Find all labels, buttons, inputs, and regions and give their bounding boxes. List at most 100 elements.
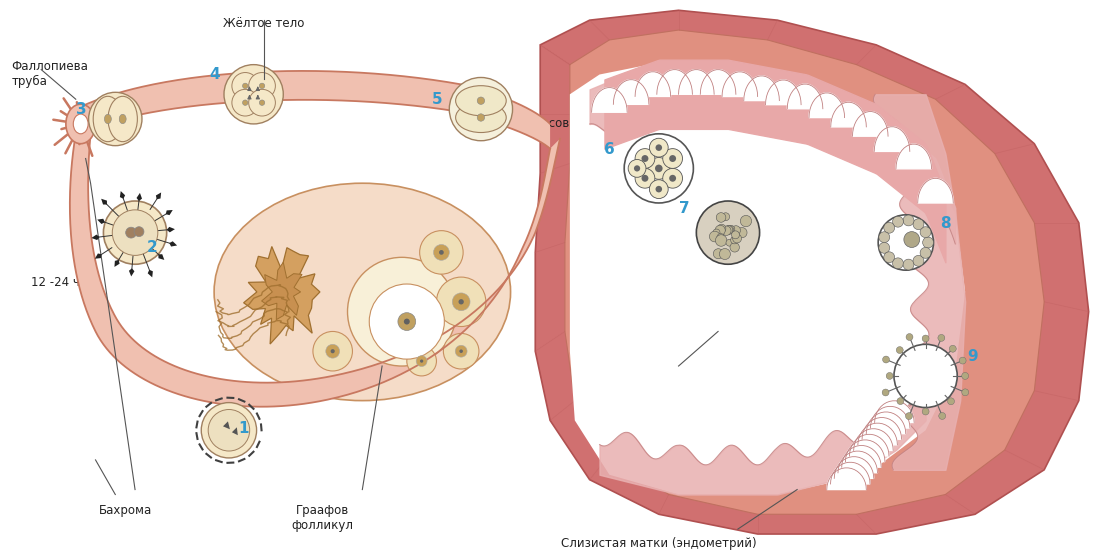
Circle shape xyxy=(716,234,724,241)
Text: Слизистая матки (эндометрий): Слизистая матки (эндометрий) xyxy=(561,537,757,550)
Circle shape xyxy=(420,230,463,274)
Circle shape xyxy=(920,248,931,258)
Polygon shape xyxy=(591,88,627,112)
Text: Бахрома: Бахрома xyxy=(98,504,152,517)
Text: 4,5 - 5 дней: 4,5 - 5 дней xyxy=(847,203,915,213)
Text: 7: 7 xyxy=(679,201,690,216)
Ellipse shape xyxy=(455,86,507,116)
Circle shape xyxy=(655,186,662,192)
Circle shape xyxy=(906,334,913,341)
Polygon shape xyxy=(243,247,320,344)
Circle shape xyxy=(635,148,655,168)
Circle shape xyxy=(922,408,929,415)
Circle shape xyxy=(634,165,641,172)
Polygon shape xyxy=(766,80,801,105)
Circle shape xyxy=(894,344,958,408)
Circle shape xyxy=(724,225,733,234)
Polygon shape xyxy=(536,11,1089,534)
Polygon shape xyxy=(156,192,161,199)
Polygon shape xyxy=(830,102,866,127)
Circle shape xyxy=(224,65,283,124)
Polygon shape xyxy=(809,93,845,117)
Circle shape xyxy=(407,346,436,376)
Polygon shape xyxy=(827,468,866,490)
Circle shape xyxy=(878,232,889,243)
Circle shape xyxy=(737,228,747,238)
Text: 4: 4 xyxy=(209,68,220,83)
Circle shape xyxy=(655,165,663,172)
Ellipse shape xyxy=(455,102,507,132)
Text: Мышца матки
(миометрий): Мышца матки (миометрий) xyxy=(579,362,667,390)
Circle shape xyxy=(720,249,730,259)
Polygon shape xyxy=(846,440,885,461)
Circle shape xyxy=(904,232,920,248)
Circle shape xyxy=(655,145,662,151)
Polygon shape xyxy=(853,111,888,136)
Circle shape xyxy=(937,335,945,341)
Polygon shape xyxy=(565,30,1045,514)
Circle shape xyxy=(923,237,933,248)
Circle shape xyxy=(452,293,470,311)
Ellipse shape xyxy=(105,114,112,124)
Text: 9: 9 xyxy=(968,349,978,364)
Circle shape xyxy=(950,345,956,352)
Circle shape xyxy=(878,243,889,253)
Circle shape xyxy=(718,224,725,233)
Circle shape xyxy=(882,389,889,396)
Circle shape xyxy=(201,403,257,458)
Polygon shape xyxy=(657,70,692,94)
Circle shape xyxy=(731,231,740,239)
Circle shape xyxy=(727,239,733,246)
Circle shape xyxy=(903,259,914,270)
Circle shape xyxy=(209,409,250,451)
Circle shape xyxy=(670,155,676,162)
Polygon shape xyxy=(679,70,714,94)
Circle shape xyxy=(663,148,683,168)
Circle shape xyxy=(650,138,668,157)
Circle shape xyxy=(905,413,913,419)
Polygon shape xyxy=(858,423,897,445)
Polygon shape xyxy=(261,262,302,320)
Polygon shape xyxy=(787,84,822,109)
Circle shape xyxy=(903,215,914,226)
Polygon shape xyxy=(92,234,99,240)
Polygon shape xyxy=(854,429,893,450)
Circle shape xyxy=(450,78,512,141)
Ellipse shape xyxy=(94,96,123,142)
Polygon shape xyxy=(838,451,877,473)
Polygon shape xyxy=(147,270,153,278)
Circle shape xyxy=(722,226,731,235)
Circle shape xyxy=(920,227,931,238)
Circle shape xyxy=(896,347,903,353)
Circle shape xyxy=(728,225,734,233)
Text: 6: 6 xyxy=(605,142,615,157)
Text: Жёлтое тело: Жёлтое тело xyxy=(223,17,305,30)
Circle shape xyxy=(648,157,670,179)
Circle shape xyxy=(126,227,136,238)
Circle shape xyxy=(913,219,924,230)
Text: 5,5 - 6 дней: 5,5 - 6 дней xyxy=(847,336,915,346)
Circle shape xyxy=(715,225,725,235)
Text: 1: 1 xyxy=(239,421,249,436)
Circle shape xyxy=(420,360,423,363)
Circle shape xyxy=(962,389,969,396)
Circle shape xyxy=(88,93,142,146)
Ellipse shape xyxy=(66,104,96,143)
Polygon shape xyxy=(870,407,910,428)
Circle shape xyxy=(369,284,444,359)
Polygon shape xyxy=(722,72,758,96)
Circle shape xyxy=(913,255,924,266)
Circle shape xyxy=(962,372,969,379)
Circle shape xyxy=(433,244,450,260)
Circle shape xyxy=(947,398,954,405)
Polygon shape xyxy=(158,254,164,260)
Circle shape xyxy=(722,213,730,220)
Circle shape xyxy=(347,257,456,366)
Circle shape xyxy=(730,243,740,252)
Circle shape xyxy=(642,155,648,162)
Circle shape xyxy=(713,249,723,259)
Circle shape xyxy=(731,225,741,235)
Ellipse shape xyxy=(232,73,259,99)
Ellipse shape xyxy=(214,183,510,401)
Polygon shape xyxy=(874,127,910,151)
